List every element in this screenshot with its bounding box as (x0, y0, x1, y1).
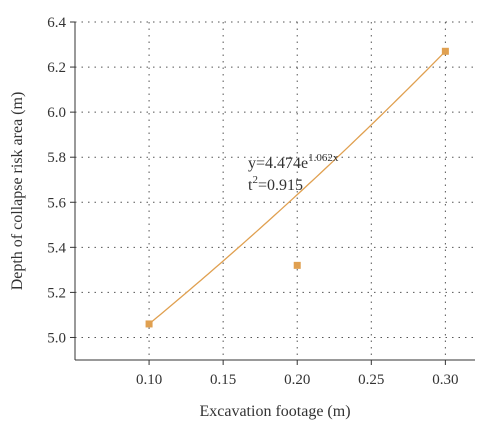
y-tick-label: 6.4 (47, 15, 66, 31)
y-tick-label: 6.0 (47, 105, 66, 121)
fit-equation-exponent: 1.062x (308, 152, 339, 164)
data-point (145, 320, 153, 328)
x-tick-label: 0.10 (136, 372, 162, 388)
fit-equation: y=4.474e1.062x (248, 152, 339, 172)
y-tick-label: 5.0 (47, 330, 66, 346)
data-points (145, 47, 449, 328)
data-point (441, 47, 449, 55)
y-axis-label: Depth of collapse risk area (m) (9, 92, 26, 291)
data-point (293, 261, 301, 269)
grid (75, 21, 475, 360)
y-tick-label: 5.8 (47, 150, 66, 166)
fit-r-squared: t2=0.915 (248, 174, 303, 194)
x-tick-label: 0.25 (358, 372, 384, 388)
ticks: 0.10 0.15 0.20 0.25 0.30 5.0 5.2 5.4 5.6 5.8 6.0 6.… (47, 15, 458, 388)
fit-r-exponent: 2 (252, 174, 258, 186)
fit-equation-base: y=4.474e (248, 155, 308, 172)
y-tick-label: 5.6 (47, 195, 66, 211)
x-tick-label: 0.15 (210, 372, 236, 388)
x-tick-label: 0.20 (284, 372, 310, 388)
y-tick-label: 5.2 (47, 285, 66, 301)
fit-curve (148, 50, 446, 325)
x-tick-label: 0.30 (432, 372, 458, 388)
x-axis-label: Excavation footage (m) (199, 403, 350, 420)
y-tick-label: 5.4 (47, 240, 66, 256)
fit-r-value: =0.915 (258, 177, 303, 194)
y-tick-label: 6.2 (47, 60, 66, 76)
fit-r-base: t (248, 177, 253, 194)
